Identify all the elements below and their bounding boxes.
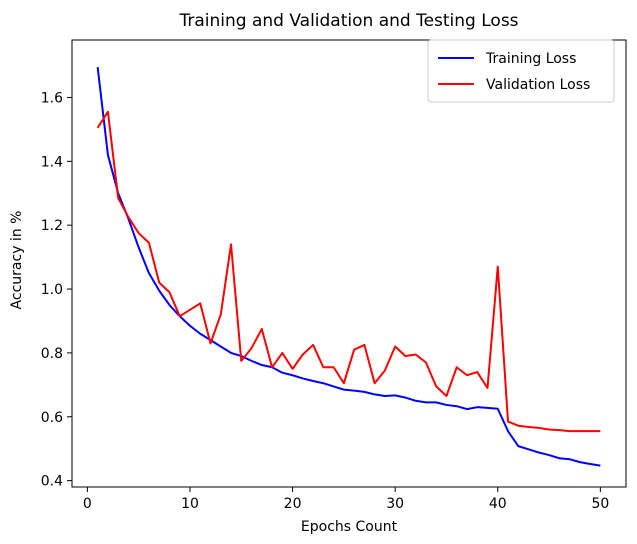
axes-layer bbox=[71, 39, 627, 488]
y-tick-label: 1.0 bbox=[41, 282, 63, 298]
chart-title: Training and Validation and Testing Loss bbox=[178, 11, 518, 31]
x-tick-label: 30 bbox=[386, 496, 404, 512]
y-tick-label: 0.6 bbox=[41, 410, 63, 426]
legend-box bbox=[427, 39, 615, 103]
ticks-layer: 0 10 20 30 40 50 0.4 0.6 0.8 1.0 1.2 1.4 1.6 bbox=[41, 90, 610, 512]
legend-label-training-loss: Training Loss bbox=[485, 51, 576, 67]
x-tick-label: 0 bbox=[83, 496, 92, 512]
plot-frame bbox=[71, 39, 627, 488]
y-axis-title: Accuracy in % bbox=[9, 211, 25, 310]
y-tick-label: 0.8 bbox=[41, 346, 63, 362]
legend: Training Loss Validation Loss bbox=[427, 39, 615, 103]
legend-label-validation-loss: Validation Loss bbox=[486, 77, 590, 93]
y-tick-label: 1.2 bbox=[41, 218, 63, 234]
y-tick-label: 1.6 bbox=[41, 90, 63, 106]
x-tick-label: 20 bbox=[284, 496, 302, 512]
series-line-training-loss bbox=[96, 67, 601, 467]
series-line-validation-loss bbox=[96, 110, 601, 433]
x-tick-label: 40 bbox=[489, 496, 507, 512]
x-tick-label: 10 bbox=[181, 496, 199, 512]
series-layer bbox=[96, 67, 601, 467]
x-axis-title: Epochs Count bbox=[301, 519, 398, 535]
x-tick-label: 50 bbox=[591, 496, 609, 512]
y-tick-label: 1.4 bbox=[41, 154, 63, 170]
y-tick-label: 0.4 bbox=[41, 474, 63, 490]
